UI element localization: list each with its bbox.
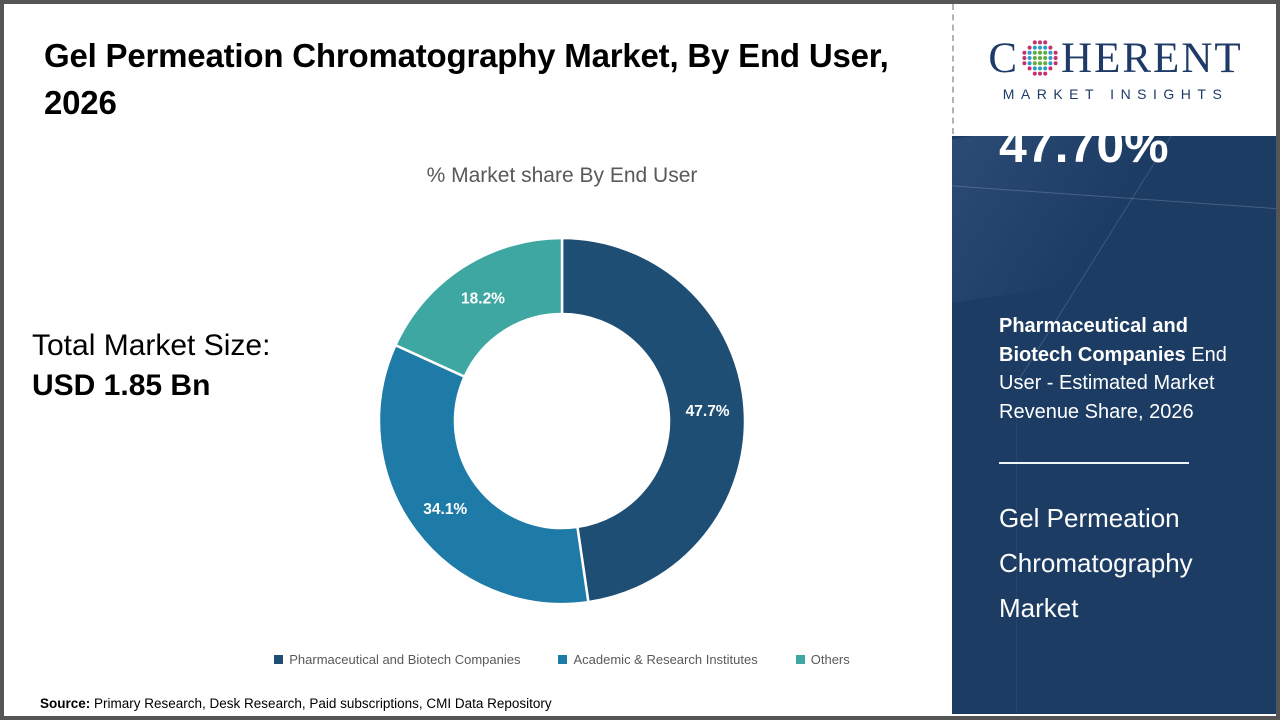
legend-swatch bbox=[795, 655, 805, 664]
brand-wordmark: C HERENT bbox=[988, 37, 1242, 80]
slice-label: 47.7% bbox=[686, 403, 730, 420]
legend-label: Others bbox=[810, 652, 850, 667]
wordmark-left: C bbox=[988, 34, 1020, 82]
globe-dots-icon bbox=[1022, 40, 1058, 76]
source-label: Source: bbox=[40, 696, 91, 711]
total-market-value: USD 1.85 Bn bbox=[32, 369, 211, 402]
legend-item: Pharmaceutical and Biotech Companies bbox=[274, 652, 520, 667]
total-market-size: Total Market Size: USD 1.85 Bn bbox=[32, 326, 270, 406]
legend-swatch bbox=[558, 655, 568, 664]
chart-legend: Pharmaceutical and Biotech Companies Aca… bbox=[92, 652, 1032, 667]
chart-title: % Market share By End User bbox=[426, 164, 698, 187]
source-text: Primary Research, Desk Research, Paid su… bbox=[90, 696, 552, 711]
wordmark-right: HERENT bbox=[1061, 34, 1243, 82]
legend-label: Pharmaceutical and Biotech Companies bbox=[289, 652, 521, 667]
brand-tagline: MARKET INSIGHTS bbox=[1002, 85, 1229, 102]
donut-slice-1 bbox=[377, 343, 590, 606]
legend-label: Academic & Research Institutes bbox=[573, 652, 758, 667]
sidebar-divider bbox=[999, 462, 1189, 464]
stat-rest: End User - Estimated Market Revenue Shar… bbox=[999, 343, 1227, 423]
source-note: Source: Primary Research, Desk Research,… bbox=[40, 696, 552, 711]
stat-highlight: Pharmaceutical and Biotech Companies bbox=[999, 315, 1188, 366]
legend-swatch bbox=[274, 655, 284, 664]
stat-value: 47.70% bbox=[999, 136, 1169, 173]
sidebar-market-name: Gel Permeation Chromatography Market bbox=[999, 503, 1193, 623]
donut-slice-2 bbox=[393, 236, 564, 379]
legend-item: Others bbox=[795, 652, 850, 667]
brand-logo: C HERENT MARKET INSIGHTS bbox=[952, 4, 1276, 134]
page-title: Gel Permeation Chromatography Market, By… bbox=[44, 37, 889, 121]
donut-slice-0 bbox=[560, 236, 747, 604]
map-line bbox=[1016, 414, 1017, 714]
legend-item: Academic & Research Institutes bbox=[558, 652, 758, 667]
slice-label: 18.2% bbox=[461, 291, 505, 308]
slice-label: 34.1% bbox=[423, 501, 467, 518]
total-market-label: Total Market Size: bbox=[32, 329, 271, 362]
sidebar: 47.70% Pharmaceutical and Biotech Compan… bbox=[952, 136, 1276, 714]
stat-description: Pharmaceutical and Biotech Companies End… bbox=[999, 312, 1253, 426]
donut-chart: 47.7% 34.1% 18.2% bbox=[377, 236, 747, 606]
